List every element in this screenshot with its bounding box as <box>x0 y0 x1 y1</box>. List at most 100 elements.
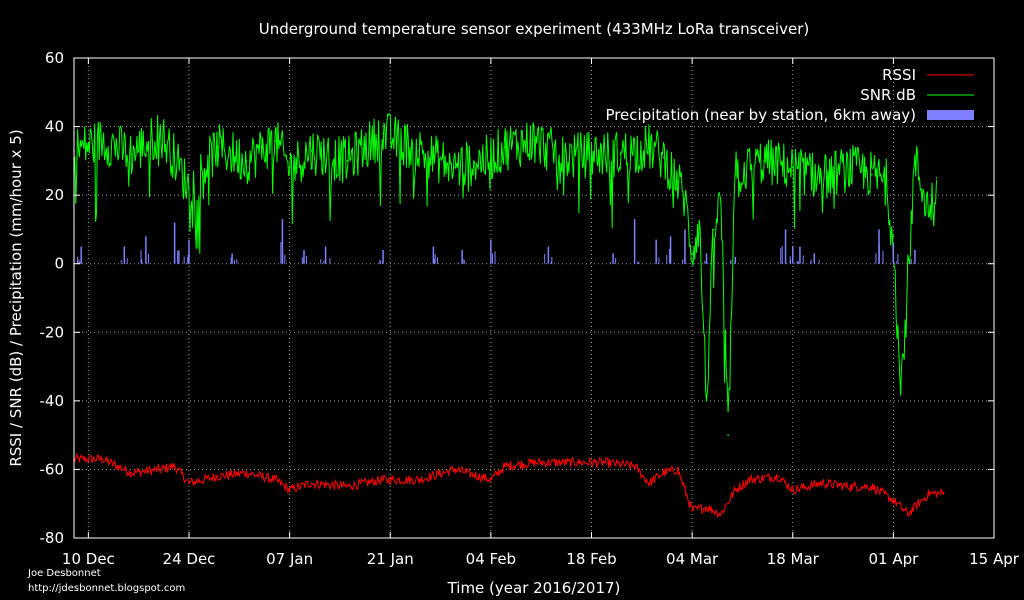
precipitation-series <box>76 219 916 264</box>
x-tick-label: 01 Apr <box>868 550 919 568</box>
snr-data-point <box>590 153 593 155</box>
rssi-data-point <box>648 482 650 484</box>
rssi-data-point <box>382 478 384 481</box>
snr-data-point <box>274 139 277 142</box>
x-tick-label: 10 Dec <box>62 550 115 568</box>
snr-data-point <box>561 156 564 159</box>
rssi-data-point <box>605 461 607 464</box>
x-tick-label: 15 Apr <box>969 550 1020 568</box>
rssi-data-point <box>942 492 945 495</box>
rssi-data-point <box>274 478 277 481</box>
y-tick-label: -20 <box>40 323 65 341</box>
snr-data-point <box>720 201 722 203</box>
snr-data-point <box>382 132 384 135</box>
snr-data-point <box>691 252 693 255</box>
y-tick-label: 20 <box>45 186 64 204</box>
snr-data-point <box>130 153 133 155</box>
x-tick-label: 18 Feb <box>566 550 616 568</box>
snr-data-point <box>619 153 622 155</box>
rssi-data-point <box>576 461 578 464</box>
snr-data-point <box>791 166 794 169</box>
snr-data-point <box>159 132 162 135</box>
snr-data-point <box>684 197 686 200</box>
rssi-data-point <box>662 472 665 474</box>
rssi-data-point <box>720 513 722 515</box>
plot-border <box>73 57 995 539</box>
chart-title: Underground temperature sensor experimen… <box>259 20 809 38</box>
rssi-data-point <box>101 458 104 460</box>
rssi-data-point <box>188 482 190 484</box>
snr-data-point <box>288 166 291 169</box>
axes: 60 40 20 0 -20 -40 -60 -80 10 Dec 24 Dec 07 Jan 21 … <box>40 49 1020 568</box>
snr-data-point <box>418 149 420 152</box>
rssi-data-point <box>173 465 176 467</box>
rssi-data-point <box>791 489 794 491</box>
snr-series-line <box>73 112 937 413</box>
rssi-data-point <box>310 482 312 484</box>
rssi-data-point <box>928 492 931 495</box>
snr-data-point <box>734 173 737 176</box>
snr-data-point <box>101 139 104 142</box>
y-tick-label: -60 <box>40 460 65 478</box>
y-tick-label: 40 <box>45 118 64 136</box>
rssi-data-point <box>705 506 708 508</box>
author-credit: Joe Desbonnet <box>28 568 101 579</box>
snr-data-point <box>727 434 729 436</box>
rssi-data-point <box>216 475 219 478</box>
url-credit: http://jdesbonnet.blogspot.com <box>28 583 186 594</box>
snr-data-point <box>504 146 507 148</box>
x-tick-label: 04 Feb <box>466 550 516 568</box>
legend-swatch <box>927 110 974 120</box>
snr-data-point <box>188 187 190 190</box>
snr-data-point <box>216 146 219 148</box>
rssi-data-point <box>504 465 507 467</box>
rssi-series-line <box>73 452 945 519</box>
x-tick-label: 24 Dec <box>163 550 216 568</box>
rssi-data-point <box>130 472 133 474</box>
snr-data-point <box>928 211 931 214</box>
snr-data-point <box>914 160 916 162</box>
snr-data-point <box>892 235 895 238</box>
rssi-data-point <box>748 478 751 481</box>
snr-data-point <box>490 156 492 159</box>
rssi-data-point <box>676 468 679 471</box>
x-tick-label: 07 Jan <box>266 550 313 568</box>
rssi-data-point <box>633 465 636 467</box>
rssi-data-point <box>454 468 456 471</box>
legend-label: Precipitation (near by station, 6km away… <box>605 106 916 124</box>
snr-data-point <box>698 221 701 224</box>
snr-data-point <box>935 177 938 179</box>
rssi-data-point <box>892 499 895 502</box>
snr-data-point <box>346 160 348 162</box>
rssi-data-point <box>490 478 492 481</box>
x-axis-label: Time (year 2016/2017) <box>447 579 621 597</box>
rssi-data-point <box>906 513 909 515</box>
x-tick-label: 21 Jan <box>367 550 414 568</box>
series-layer <box>73 112 945 519</box>
rssi-data-point <box>734 489 737 491</box>
snr-data-point <box>648 146 650 148</box>
snr-data-point <box>705 400 708 402</box>
y-tick-label: -40 <box>40 392 65 410</box>
legend-label: RSSI <box>882 66 916 84</box>
snr-data-point <box>820 177 823 179</box>
y-tick-label: 60 <box>45 49 64 67</box>
y-tick-label: 0 <box>54 255 64 273</box>
snr-data-point <box>676 180 679 183</box>
snr-data-point <box>899 393 902 395</box>
snr-data-point <box>849 166 852 169</box>
rssi-data-point <box>346 485 348 488</box>
y-tick-label: -80 <box>40 529 65 547</box>
snr-data-point <box>871 173 873 176</box>
rssi-data-point <box>849 485 852 488</box>
rssi-data-point <box>159 468 162 471</box>
snr-data-point <box>885 180 887 183</box>
snr-data-point <box>245 160 248 162</box>
rssi-data-point <box>820 482 823 484</box>
snr-data-point <box>712 228 715 231</box>
snr-data-point <box>310 149 312 152</box>
legend: RSSI SNR dB Precipitation (near by station… <box>605 66 974 124</box>
y-axis-label: RSSI / SNR (dB) / Precipitation (mm/hour… <box>7 129 25 466</box>
